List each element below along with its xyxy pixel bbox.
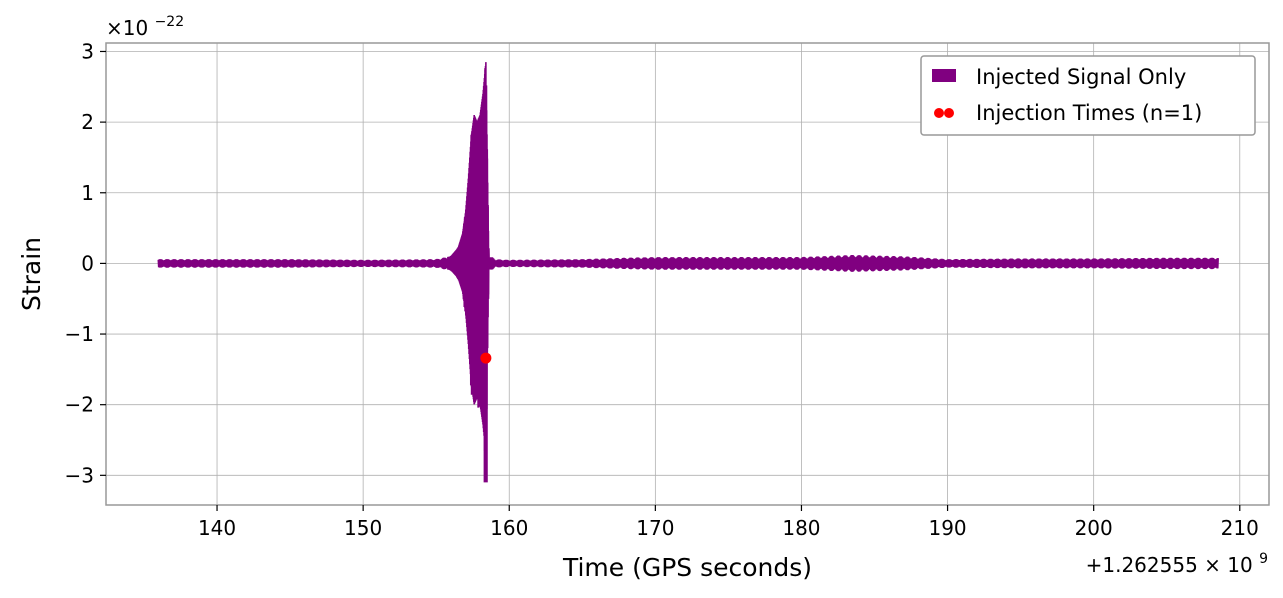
- x-offset-base: +1.262555 × 10: [1086, 553, 1253, 577]
- y-axis-label: Strain: [17, 237, 46, 311]
- y-tick-label: 1: [81, 181, 94, 205]
- plot-frame: [105, 42, 1270, 506]
- x-tick-label: 170: [636, 516, 674, 540]
- y-scale-base: ×10: [106, 16, 148, 40]
- legend-box: [920, 55, 1256, 136]
- series-injected-signal-trace: [157, 68, 1219, 463]
- y-tick-label: 2: [81, 110, 94, 134]
- y-tick-label: −2: [65, 393, 94, 417]
- y-tick-label: −3: [65, 463, 94, 487]
- legend-marker-injection-times-a: [934, 108, 944, 118]
- x-offset-label: +1.262555 × 10 9: [1086, 551, 1268, 577]
- y-tick-label: 3: [81, 39, 94, 63]
- plot-data: [157, 62, 1219, 483]
- x-tick-label: 160: [490, 516, 528, 540]
- legend-marker-injection-times-b: [944, 108, 954, 118]
- x-tick-label: 180: [782, 516, 820, 540]
- x-offset-exponent: 9: [1259, 551, 1268, 567]
- y-tick-label: 0: [81, 251, 94, 275]
- x-tick-label: 140: [198, 516, 236, 540]
- legend-label-injection-times: Injection Times (n=1): [976, 101, 1202, 125]
- y-scale-exponent: −22: [155, 14, 185, 30]
- legend: Injected Signal Only Injection Times (n=…: [920, 55, 1256, 136]
- y-scale-factor: ×10 −22: [106, 14, 184, 40]
- y-tick-label: −1: [65, 322, 94, 346]
- x-tick-label: 200: [1075, 516, 1113, 540]
- x-axis-label: Time (GPS seconds): [562, 553, 812, 582]
- x-tick-label: 190: [928, 516, 966, 540]
- x-tick-label: 210: [1221, 516, 1259, 540]
- legend-swatch-injected-signal: [932, 69, 956, 82]
- x-tick-label: 150: [344, 516, 382, 540]
- legend-label-injected-signal: Injected Signal Only: [976, 65, 1186, 89]
- injection-time-point: [480, 352, 492, 364]
- series-injected-signal-chirp: [447, 62, 490, 483]
